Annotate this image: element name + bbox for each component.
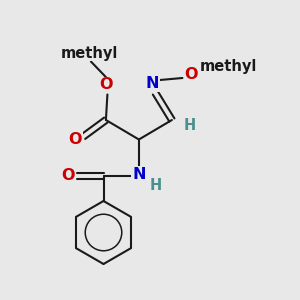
Text: methyl: methyl <box>199 59 257 74</box>
Text: O: O <box>185 68 198 82</box>
Text: O: O <box>61 168 74 183</box>
Text: N: N <box>132 167 146 182</box>
Text: O: O <box>99 77 113 92</box>
Text: H: H <box>184 118 196 134</box>
Text: O: O <box>68 132 82 147</box>
Text: methyl: methyl <box>61 46 118 61</box>
Text: N: N <box>146 76 159 91</box>
Text: H: H <box>150 178 162 194</box>
